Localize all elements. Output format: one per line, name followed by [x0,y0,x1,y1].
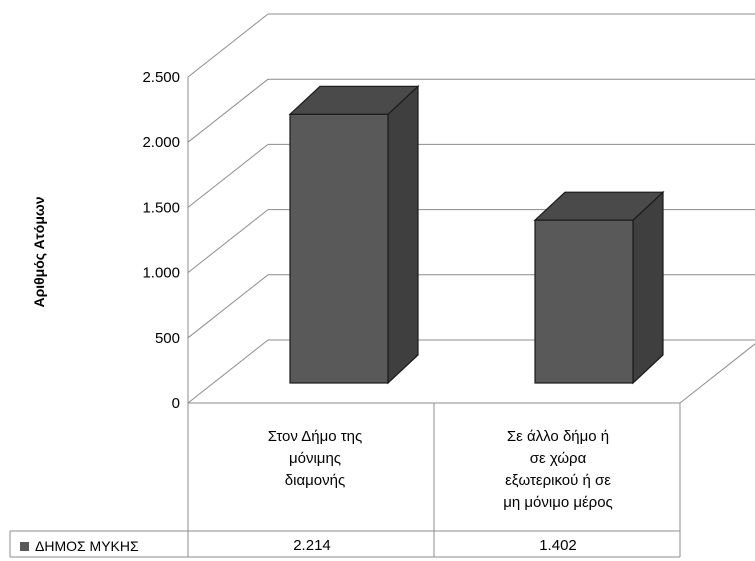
axes [187,77,755,404]
y-axis-label: Αριθμός Ατόμων [31,196,47,307]
category-label-1-line-2: εξωτερικού ή σε [505,472,611,489]
bar-0 [288,84,420,385]
bar-1 [533,190,665,385]
legend-swatch [20,541,29,551]
data-table-grid [9,403,681,558]
y-tick-label-0: 0 [172,395,180,412]
gridline-side-1 [187,274,269,339]
category-label-0-line-1: μόνιμης [288,450,342,467]
data-table-value-0: 2.214 [293,537,331,554]
bar-side-0 [387,84,419,385]
category-label-0-line-0: Στον Δήμο της [267,428,363,445]
floor-right-edge [679,343,755,404]
category-label-1-line-0: Σε άλλο δήμο ή [506,428,610,445]
data-table-value-1: 1.402 [539,537,577,554]
y-tick-label-1: 500 [155,330,180,347]
gridline-side-0 [187,339,269,404]
legend-series: ΔΗΜΟΣ ΜΥΚΗΣ [12,534,188,558]
bar-front-0 [289,113,389,384]
gridline-side-4 [187,78,269,143]
legend-series-name: ΔΗΜΟΣ ΜΥΚΗΣ [35,538,139,554]
y-tick-label-5: 2.500 [142,69,180,86]
y-tick-label-3: 1.500 [142,199,180,216]
bar-front-1 [534,219,634,384]
bar-side-1 [632,190,664,385]
category-label-1-line-3: μη μόνιμο μέρος [503,494,613,511]
category-label-0: Στον Δήμο της μόνιμης διαμονής [220,426,410,492]
y-tick-label-2: 1.000 [142,265,180,282]
y-tick-labels: 0 500 1.000 1.500 2.000 2.500 [142,69,180,412]
category-label-1-line-1: σε χώρα [529,450,587,467]
category-label-1: Σε άλλο δήμο ή σε χώρα εξωτερικού ή σε μη μ… [463,426,653,514]
gridline-side-2 [187,209,269,273]
gridline-side-3 [187,144,269,208]
y-tick-label-4: 2.000 [142,134,180,151]
category-label-0-line-2: διαμονής [284,472,346,489]
gridlines [187,13,755,404]
bars [288,84,665,385]
gridline-side-5 [187,13,269,78]
